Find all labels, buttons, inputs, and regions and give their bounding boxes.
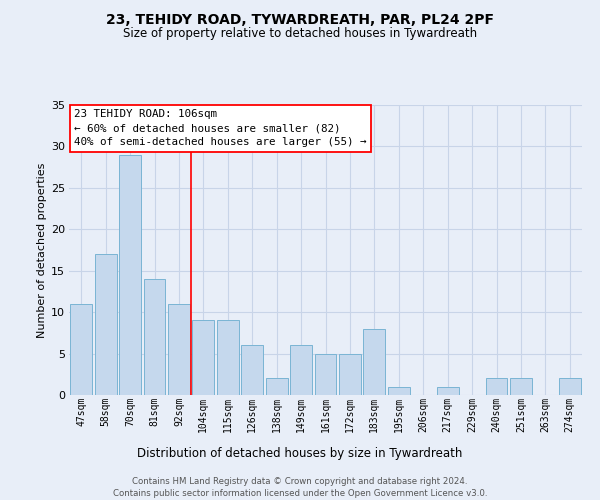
Bar <box>559 378 581 395</box>
Bar <box>241 346 263 395</box>
Bar <box>339 354 361 395</box>
Bar <box>143 279 166 395</box>
Text: Contains HM Land Registry data © Crown copyright and database right 2024.
Contai: Contains HM Land Registry data © Crown c… <box>113 476 487 498</box>
Bar <box>314 354 337 395</box>
Bar <box>168 304 190 395</box>
Bar <box>437 386 458 395</box>
Bar <box>70 304 92 395</box>
Bar <box>193 320 214 395</box>
Bar <box>217 320 239 395</box>
Y-axis label: Number of detached properties: Number of detached properties <box>37 162 47 338</box>
Bar <box>119 154 141 395</box>
Bar <box>290 346 312 395</box>
Bar <box>364 328 385 395</box>
Bar <box>510 378 532 395</box>
Bar <box>485 378 508 395</box>
Text: Distribution of detached houses by size in Tywardreath: Distribution of detached houses by size … <box>137 448 463 460</box>
Text: 23, TEHIDY ROAD, TYWARDREATH, PAR, PL24 2PF: 23, TEHIDY ROAD, TYWARDREATH, PAR, PL24 … <box>106 12 494 26</box>
Bar <box>388 386 410 395</box>
Bar <box>266 378 287 395</box>
Text: Size of property relative to detached houses in Tywardreath: Size of property relative to detached ho… <box>123 28 477 40</box>
Bar <box>95 254 116 395</box>
Text: 23 TEHIDY ROAD: 106sqm
← 60% of detached houses are smaller (82)
40% of semi-det: 23 TEHIDY ROAD: 106sqm ← 60% of detached… <box>74 110 367 148</box>
